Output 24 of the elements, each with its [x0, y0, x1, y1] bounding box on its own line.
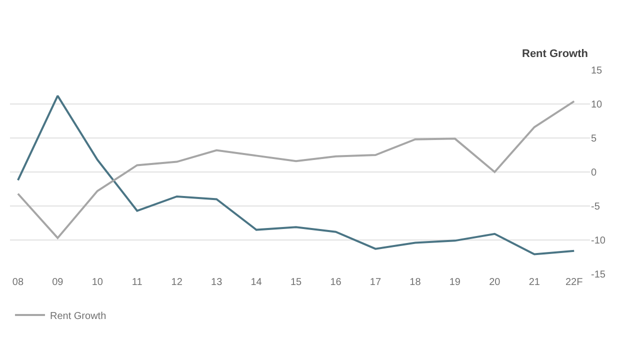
x-tick-label: 22F	[565, 277, 583, 288]
x-tick-label: 17	[370, 277, 382, 288]
x-tick-label: 12	[171, 277, 183, 288]
y-tick-label: 15	[591, 66, 603, 76]
x-tick-label: 11	[132, 277, 143, 288]
y-tick-label: 0	[591, 168, 597, 178]
x-tick-label: 08	[12, 277, 24, 288]
x-tick-label: 16	[330, 277, 342, 288]
y-tick-label: -15	[591, 270, 606, 280]
x-tick-label: 20	[489, 277, 501, 288]
y-axis-title: Rent Growth	[522, 48, 588, 60]
x-tick-label: 13	[211, 277, 223, 288]
y-tick-label: -10	[591, 236, 606, 246]
y-tick-label: 5	[591, 134, 597, 144]
x-tick-label: 14	[250, 277, 262, 288]
x-tick-label: 19	[449, 277, 461, 288]
x-tick-label: 15	[290, 277, 302, 288]
x-tick-label: 21	[528, 277, 540, 288]
x-tick-label: 10	[92, 277, 104, 288]
y-tick-label: -5	[591, 202, 600, 212]
x-tick-label: 18	[410, 277, 422, 288]
x-tick-label: 09	[52, 277, 64, 288]
y-tick-label: 10	[591, 100, 603, 110]
legend-label: Rent Growth	[50, 310, 106, 322]
